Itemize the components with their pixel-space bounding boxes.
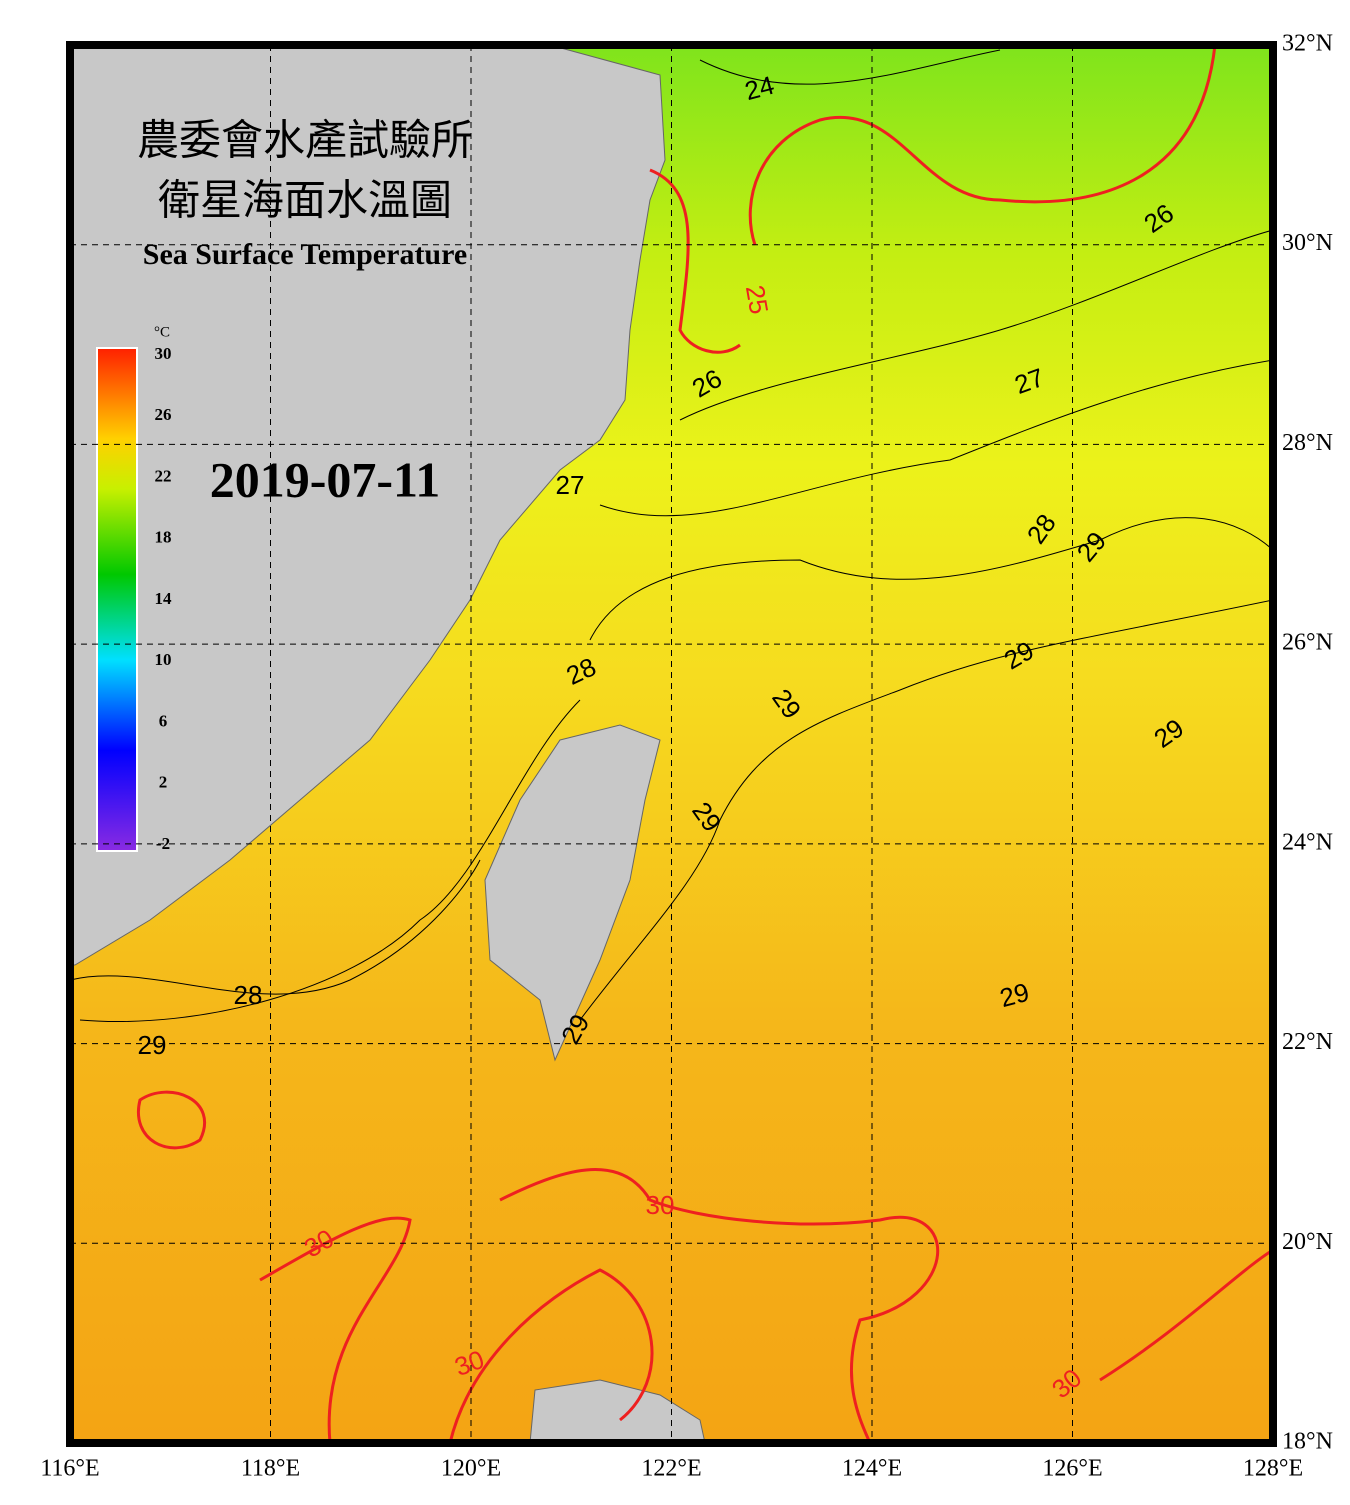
lon-label: 122°E [641,1456,701,1482]
lat-label: 28°N [1282,430,1333,456]
contour [499,1168,940,1443]
title-en: Sea Surface Temperature [143,238,467,271]
contour-label: 30 [646,1190,675,1220]
contour-label: 27 [556,470,585,500]
colorbar-tick-label: 14 [155,589,173,608]
lat-label: 30°N [1282,230,1333,256]
contour [748,45,1217,246]
lat-label: 24°N [1282,829,1333,855]
colorbar-tick-label: 18 [155,528,172,547]
colorbar-tick-label: 22 [155,466,172,485]
contour [70,859,481,995]
contour [137,1090,207,1150]
colorbar-tick-label: 26 [155,405,172,424]
colorbar-tick-label: 6 [159,711,168,730]
contour [599,359,1273,517]
land-luzon [529,1379,706,1443]
land-china [70,45,666,966]
contours-red [137,45,1273,1443]
contour [79,699,581,1023]
lon-label: 120°E [441,1456,501,1482]
contour-label: 29 [138,1030,167,1060]
lat-label: 26°N [1282,630,1333,656]
contour [649,168,741,354]
lon-label: 118°E [241,1456,300,1482]
colorbar [96,347,138,852]
contour-label: 25 [740,283,775,317]
contour [1099,1248,1273,1382]
lat-label: 20°N [1282,1229,1333,1255]
lat-label: 22°N [1282,1029,1333,1055]
lon-label: 126°E [1042,1456,1102,1482]
land-taiwan [484,724,661,1062]
lon-label: 128°E [1243,1456,1303,1482]
colorbar-tick-label: 2 [159,773,168,792]
contour [679,229,1273,421]
contour-label: 28 [234,980,263,1010]
lon-label: 116°E [40,1456,99,1482]
colorbar-tick-label: -2 [156,834,170,853]
contour [699,49,1001,85]
contour [448,1268,654,1443]
colorbar-tick-label: 10 [155,650,172,669]
title-zh-2: 衛星海面水溫圖 [158,179,452,225]
title-zh-1: 農委會水產試驗所 [137,118,473,165]
date: 2019-07-11 [210,451,441,507]
colorbar-unit: °C [154,324,170,340]
lon-label: 124°E [842,1456,902,1482]
lat-label: 32°N [1282,31,1333,57]
colorbar-tick-label: 30 [155,344,172,363]
lat-label: 18°N [1282,1429,1333,1455]
